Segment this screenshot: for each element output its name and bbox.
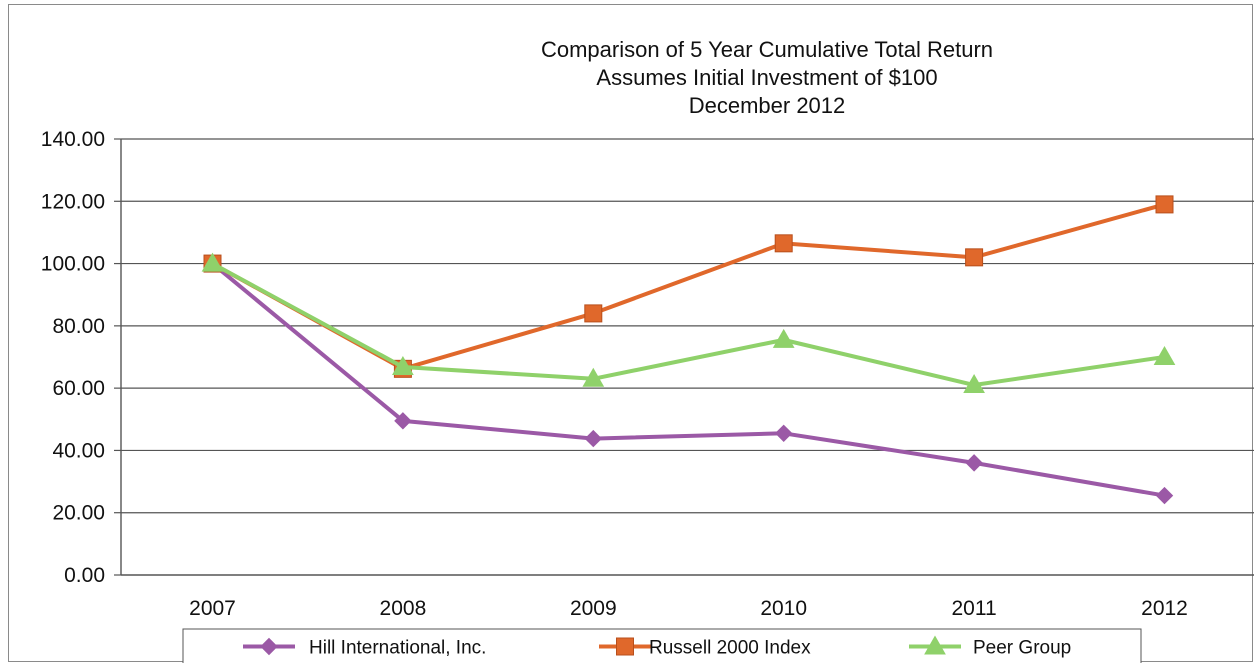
data-point [584, 304, 603, 323]
data-point [1153, 345, 1176, 365]
legend-marker [924, 635, 946, 655]
y-tick-label: 20.00 [52, 502, 105, 525]
x-axis-tick-labels: 2007 2008 2009 2010 2011 2012 [189, 597, 1188, 620]
x-tick-label: 2012 [1141, 597, 1188, 620]
x-tick-label: 2011 [952, 597, 997, 620]
series-2 [203, 195, 1174, 378]
series-1 [203, 254, 1174, 505]
y-tick-label: 100.00 [41, 253, 105, 276]
chart-title-line-1: Comparison of 5 Year Cumulative Total Re… [541, 37, 993, 62]
data-point [1155, 195, 1174, 214]
y-tick-label: 80.00 [52, 315, 105, 338]
data-point [963, 374, 985, 394]
legend-box [182, 628, 1142, 663]
x-tick-label: 2008 [380, 597, 427, 620]
legend-item: Hill International, Inc. [243, 638, 486, 659]
data-point [965, 248, 984, 267]
data-point [965, 454, 983, 472]
legend-label: Russell 2000 Index [649, 638, 811, 659]
line-chart: Comparison of 5 Year Cumulative Total Re… [41, 37, 1254, 663]
data-point [201, 252, 224, 272]
data-point [1155, 486, 1174, 505]
chart-title: Comparison of 5 Year Cumulative Total Re… [541, 37, 993, 118]
legend-item: Russell 2000 Index [599, 637, 811, 659]
y-axis-tick-labels: 0.00 20.00 40.00 60.00 80.00 100.00 120.00 140.… [41, 128, 105, 587]
x-tick-label: 2007 [189, 597, 236, 620]
y-tick-label: 0.00 [64, 564, 105, 587]
y-tick-label: 120.00 [41, 190, 105, 213]
legend: Hill International, Inc. Russell 2000 Ind… [182, 628, 1142, 663]
legend-label: Hill International, Inc. [309, 638, 486, 659]
legend-marker [260, 637, 278, 656]
x-tick-label: 2009 [570, 597, 617, 620]
legend-marker [616, 637, 634, 656]
data-point [584, 429, 603, 448]
data-point [772, 328, 795, 348]
y-tick-label: 60.00 [52, 377, 105, 400]
data-point [774, 424, 793, 443]
chart-title-line-3: December 2012 [689, 93, 846, 118]
data-point [774, 234, 793, 253]
y-tick-label: 140.00 [41, 128, 105, 151]
y-tick-label: 40.00 [52, 439, 105, 462]
x-tick-label: 2010 [760, 597, 807, 620]
gridlines [114, 138, 1254, 576]
legend-label: Peer Group [973, 638, 1071, 659]
data-point [392, 355, 414, 375]
series-3 [201, 252, 1176, 394]
series-layer [201, 195, 1176, 505]
data-point [582, 367, 605, 387]
legend-item: Peer Group [909, 635, 1071, 659]
chart-frame: Comparison of 5 Year Cumulative Total Re… [8, 4, 1254, 663]
data-point [394, 412, 412, 430]
series-line [211, 261, 1165, 388]
chart-title-line-2: Assumes Initial Investment of $100 [596, 65, 937, 90]
axes [120, 139, 1254, 576]
series-line [211, 202, 1166, 371]
series-line [211, 262, 1165, 498]
